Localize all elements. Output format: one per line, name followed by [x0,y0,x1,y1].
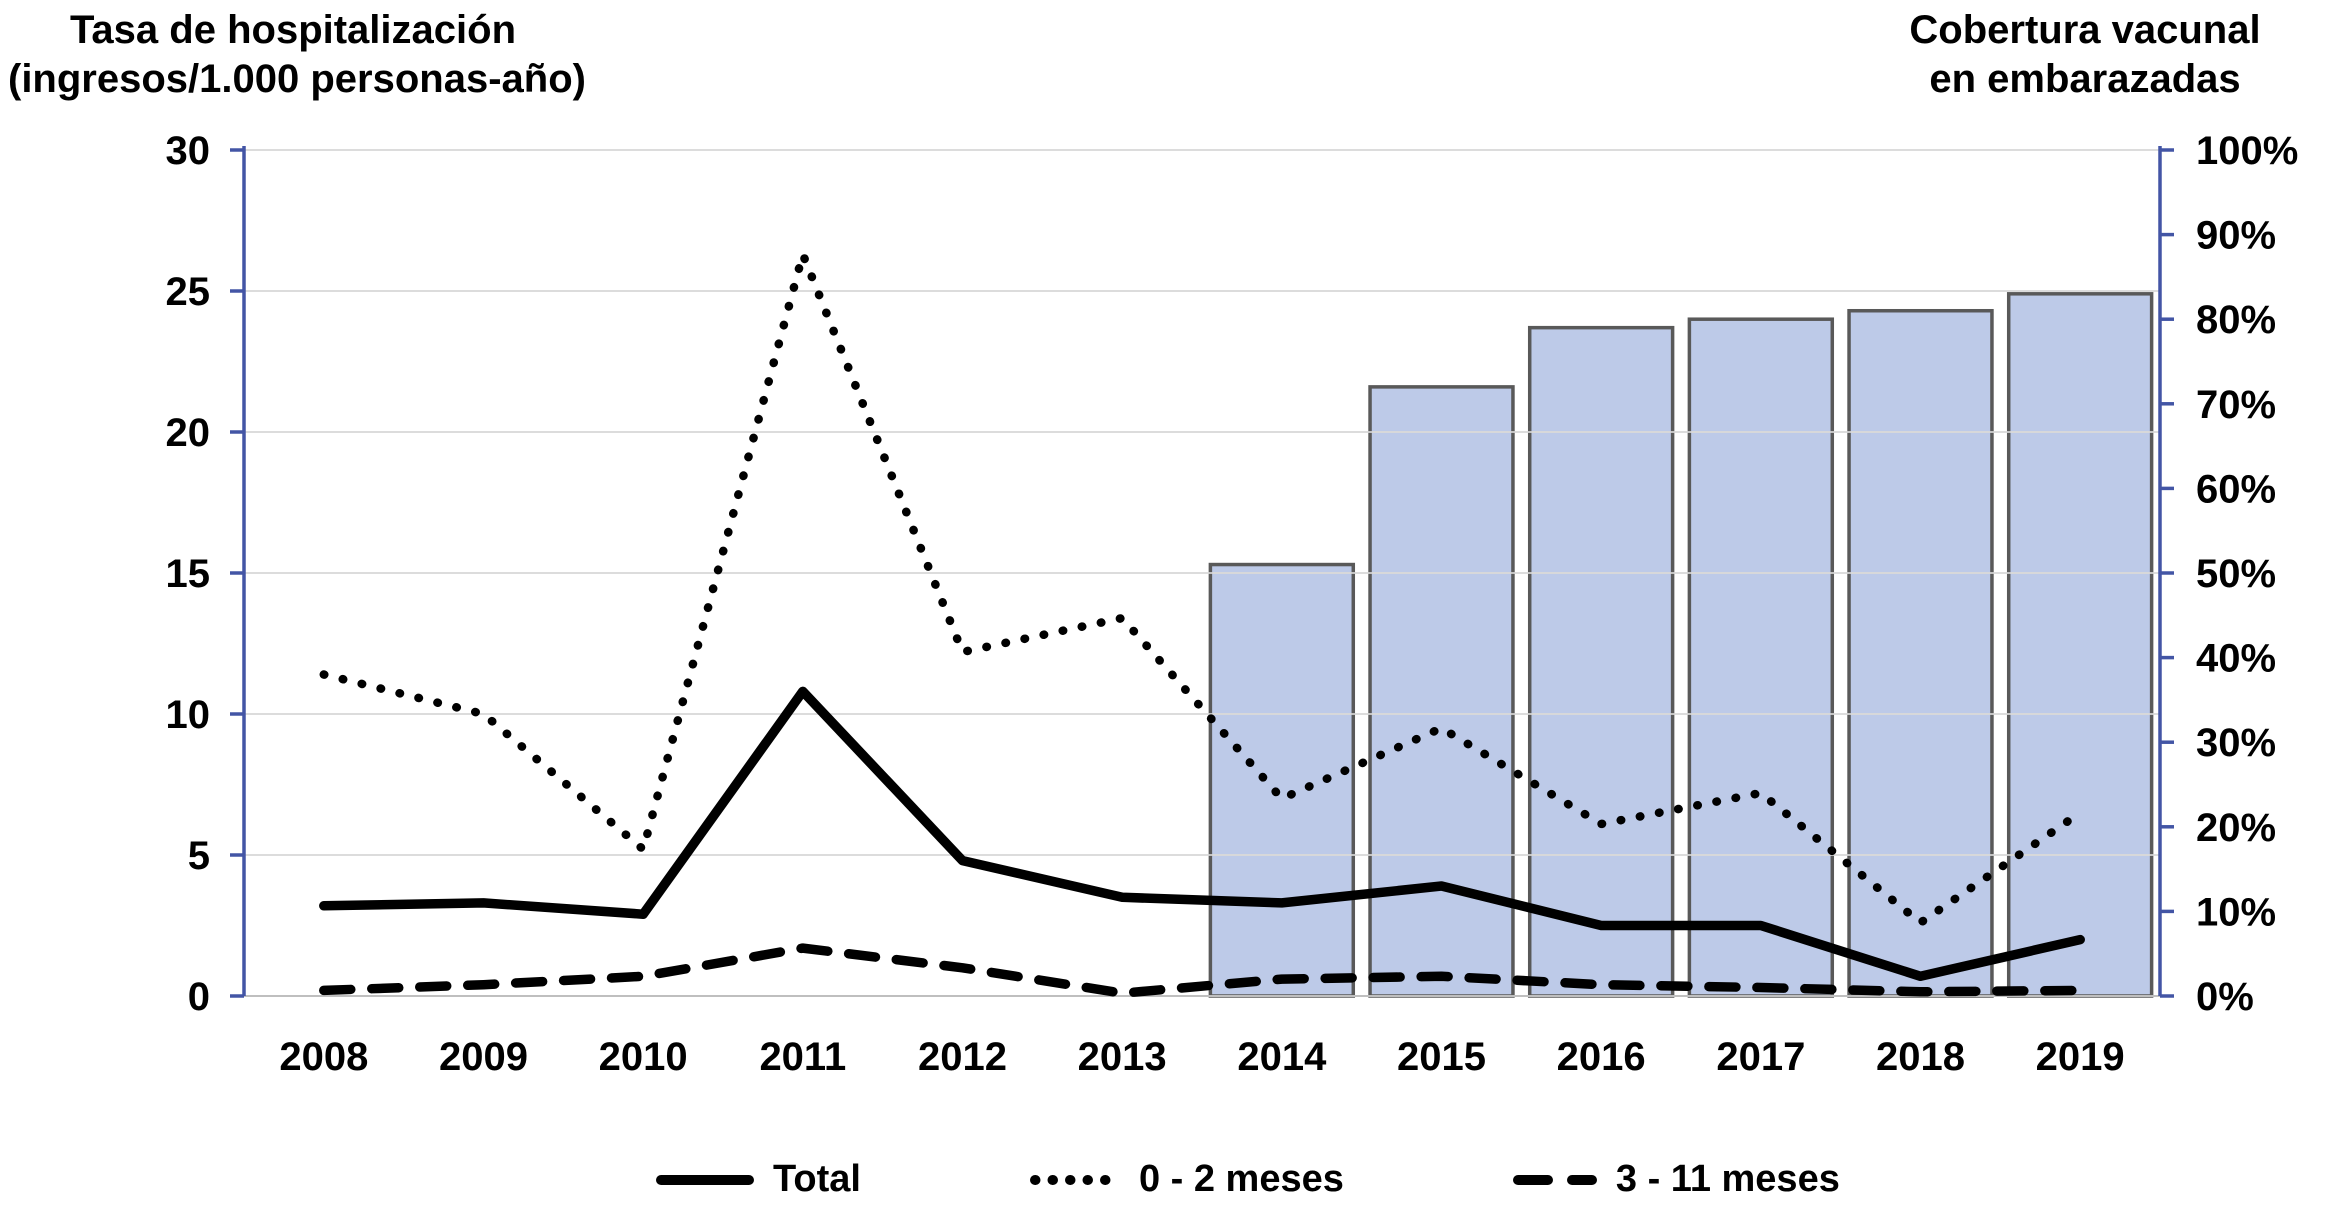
line-total [319,686,2085,982]
y-right-tick-label-30pct: 30% [2196,721,2276,765]
x-tick-label-2015: 2015 [1397,1035,1486,1079]
x-tick-label-2016: 2016 [1557,1035,1646,1079]
line-0-2-meses [319,250,2085,927]
x-tick-label-2019: 2019 [2036,1035,2125,1079]
coverage-bar-2018 [1847,308,1994,998]
y-right-tick-label-70pct: 70% [2196,383,2276,427]
coverage-bar-2014 [1208,562,1356,998]
coverage-bar-2016 [1527,325,1675,998]
legend-label: 0 - 2 meses [1138,1158,1344,1200]
gridlines-group [244,149,2160,997]
axes-group [230,146,2174,998]
y-left-tick-label-10: 10 [166,693,211,737]
rate-lines-group [319,250,2085,998]
coverage-bar-2017 [1687,317,1835,998]
y-left-tick-label-5: 5 [188,834,210,878]
y-left-tick-label-0: 0 [188,975,210,1019]
y-left-tick-label-30: 30 [166,129,211,173]
y-right-tick-label-100pct: 100% [2196,129,2298,173]
legend-label: Total [773,1158,861,1200]
y-right-tick-label-20pct: 20% [2196,806,2276,850]
y-right-tick-label-60pct: 60% [2196,467,2276,511]
y-right-tick-label-50pct: 50% [2196,552,2276,596]
x-tick-label-2018: 2018 [1876,1035,1965,1079]
x-tick-label-2014: 2014 [1237,1035,1327,1079]
coverage-bar-2019 [2006,292,2154,998]
y-left-tick-label-25: 25 [166,270,211,314]
x-tick-label-2013: 2013 [1078,1035,1167,1079]
x-tick-label-2012: 2012 [918,1035,1007,1079]
y-right-tick-label-80pct: 80% [2196,298,2276,342]
x-tick-label-2017: 2017 [1716,1035,1805,1079]
left-axis-title: Tasa de hospitalización (ingresos/1.000 … [8,6,586,104]
y-right-tick-label-40pct: 40% [2196,637,2276,681]
y-left-tick-label-15: 15 [166,552,211,596]
legend-item-3-11-meses: 3 - 11 meses [1512,1158,1840,1201]
legend-label: 3 - 11 meses [1615,1158,1840,1200]
legend-item-0-2-meses: 0 - 2 meses [1029,1158,1344,1201]
y-left-tick-label-20: 20 [166,411,211,455]
x-tick-label-2011: 2011 [759,1035,846,1079]
y-right-tick-label-0pct: 0% [2196,975,2254,1019]
right-axis-title-line2: en embarazadas [1929,56,2241,101]
right-axis-title-line1: Cobertura vacunal [1909,8,2261,52]
dashed-line-swatch-icon [1512,1174,1597,1185]
line-3-11-meses [319,943,2085,998]
dotted-line-swatch-icon [1029,1174,1120,1185]
x-tick-label-2010: 2010 [599,1035,688,1079]
right-axis-title: Cobertura vacunal en embarazadas [1835,6,2335,104]
solid-line-swatch-icon [656,1174,754,1185]
legend-item-total: Total [655,1158,861,1201]
y-right-tick-label-90pct: 90% [2196,214,2276,258]
left-axis-title-line1: Tasa de hospitalización [69,8,517,52]
x-tick-label-2008: 2008 [279,1035,368,1079]
tick-labels-group: 0 5 10 15 20 25 30 0% 10% 20% 30% 40% 50% 60% 70% 80% 90… [166,129,2299,1079]
left-axis-title-line2: (ingresos/1.000 personas-año) [8,56,586,101]
coverage-bar-2015 [1368,385,1515,998]
legend: Total 0 - 2 meses 3 - 11 meses [655,1158,1840,1201]
coverage-bars-group [1208,292,2154,998]
y-right-tick-label-10pct: 10% [2196,890,2276,934]
x-tick-label-2009: 2009 [439,1035,528,1079]
